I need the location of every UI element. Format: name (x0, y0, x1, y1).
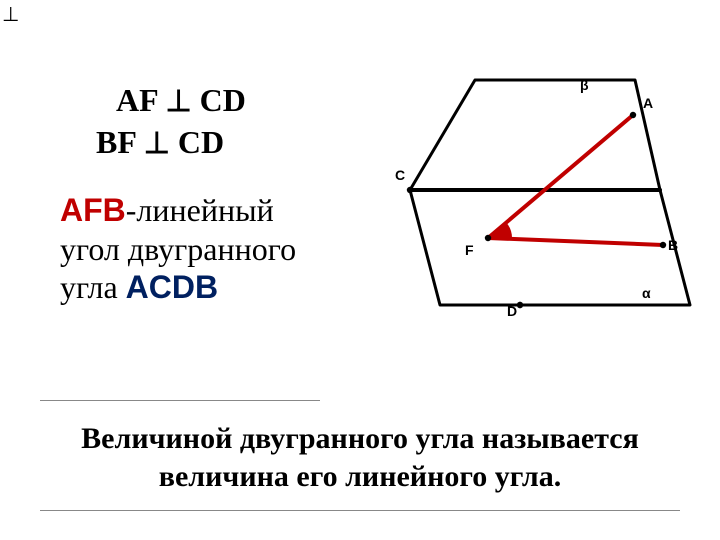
svg-text:C: C (395, 167, 405, 183)
divider-2 (40, 510, 680, 511)
perp-symbol-1: ⊥ (165, 85, 191, 118)
svg-text:F: F (465, 242, 474, 258)
slide-content: AF ⊥ CD BF ⊥ CD AFB-линейный угол двугра… (0, 0, 720, 540)
af-label: AF (96, 82, 157, 118)
perp-line-1: AF ⊥ CD (96, 80, 340, 122)
definition-text: Величиной двугранного угла называется ве… (50, 420, 670, 495)
svg-text:B: B (668, 237, 678, 253)
svg-text:β: β (580, 77, 589, 93)
afb-definition: AFB-линейный угол двугранного угла ACDB (60, 191, 340, 306)
svg-text:α: α (642, 285, 651, 301)
perp-symbol-2: ⊥ (144, 127, 170, 160)
divider-1 (40, 400, 320, 401)
perp-line-2: BF ⊥ CD (96, 122, 340, 164)
afb-label: AFB (60, 192, 126, 228)
cd-label-1: CD (200, 82, 246, 118)
dihedral-angle-diagram: A B C D Fα β (360, 60, 700, 360)
perp-lines: AF ⊥ CD BF ⊥ CD (60, 80, 340, 163)
cd-label-2: CD (178, 124, 224, 160)
left-text-block: AF ⊥ CD BF ⊥ CD AFB-линейный угол двугра… (60, 80, 340, 306)
bf-label: BF (96, 124, 136, 160)
svg-text:A: A (643, 95, 653, 111)
svg-text:D: D (507, 303, 517, 319)
acdb-label: ACDB (126, 269, 218, 305)
